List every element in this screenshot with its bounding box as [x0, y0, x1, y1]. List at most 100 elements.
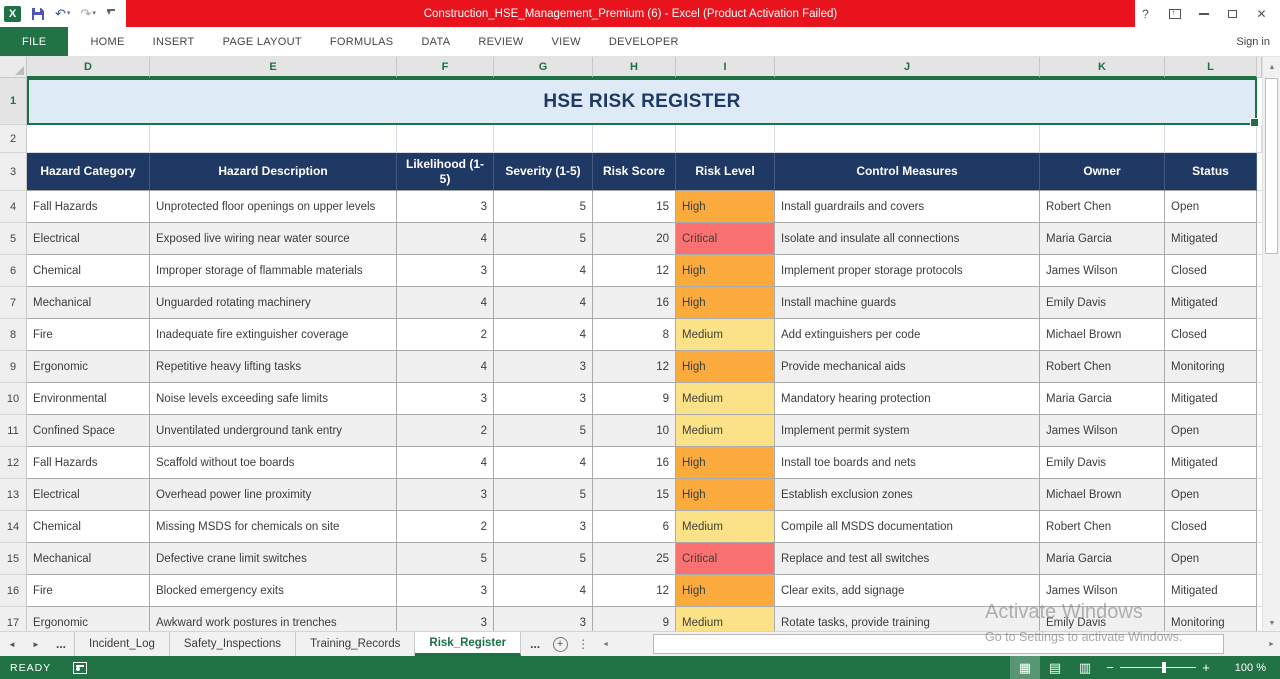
ribbon-tab-review[interactable]: REVIEW — [478, 35, 524, 48]
cell-control-measures[interactable]: Clear exits, add signage — [775, 575, 1040, 607]
cell-likelihood[interactable]: 3 — [397, 255, 494, 287]
restore-icon[interactable] — [1218, 0, 1247, 27]
row-header-12[interactable]: 12 — [0, 447, 27, 479]
cell-control-measures[interactable]: Implement proper storage protocols — [775, 255, 1040, 287]
cell-severity[interactable]: 5 — [494, 415, 593, 447]
sheet-nav-right-icon[interactable]: ► — [32, 639, 40, 649]
row-header-11[interactable]: 11 — [0, 415, 27, 447]
column-header-G[interactable]: G — [494, 57, 593, 78]
zoom-in-icon[interactable]: + — [1202, 660, 1210, 675]
cell-hazard-description[interactable]: Improper storage of flammable materials — [150, 255, 397, 287]
table-header-status[interactable]: Status — [1165, 153, 1257, 191]
cell-severity[interactable]: 3 — [494, 607, 593, 631]
sign-in-link[interactable]: Sign in — [1236, 35, 1270, 48]
scroll-right-icon[interactable]: ► — [1268, 640, 1275, 648]
row-header-13[interactable]: 13 — [0, 479, 27, 511]
cell-risk-level[interactable]: Critical — [676, 223, 775, 255]
cell-hazard-description[interactable]: Repetitive heavy lifting tasks — [150, 351, 397, 383]
table-header-hazard-description[interactable]: Hazard Description — [150, 153, 397, 191]
cell-risk-level[interactable]: Medium — [676, 319, 775, 351]
cell-hazard-description[interactable]: Scaffold without toe boards — [150, 447, 397, 479]
sheet-title-cell[interactable]: HSE RISK REGISTER — [27, 78, 1259, 127]
row-header-2[interactable]: 2 — [0, 125, 27, 153]
macro-record-icon[interactable] — [73, 661, 88, 674]
cell-status[interactable]: Mitigated — [1165, 287, 1257, 319]
cell-likelihood[interactable]: 2 — [397, 319, 494, 351]
row-header-10[interactable]: 10 — [0, 383, 27, 415]
row-header-8[interactable]: 8 — [0, 319, 27, 351]
ribbon-tab-file[interactable]: FILE — [0, 27, 69, 56]
cell-status[interactable]: Closed — [1165, 511, 1257, 543]
row-header-5[interactable]: 5 — [0, 223, 27, 255]
sheet-tab-training_records[interactable]: Training_Records — [296, 632, 416, 656]
empty-cell[interactable] — [593, 125, 676, 153]
ribbon-tab-page-layout[interactable]: PAGE LAYOUT — [222, 35, 302, 48]
zoom-slider[interactable] — [1120, 656, 1196, 679]
column-header-I[interactable]: I — [676, 57, 775, 78]
cell-risk-level[interactable]: High — [676, 255, 775, 287]
cell-control-measures[interactable]: Provide mechanical aids — [775, 351, 1040, 383]
ribbon-tab-data[interactable]: DATA — [421, 35, 451, 48]
row-header-6[interactable]: 6 — [0, 255, 27, 287]
cell-severity[interactable]: 4 — [494, 287, 593, 319]
cell-hazard-description[interactable]: Unventilated underground tank entry — [150, 415, 397, 447]
table-header-risk-score[interactable]: Risk Score — [593, 153, 676, 191]
cell-hazard-category[interactable]: Environmental — [27, 383, 150, 415]
column-header-K[interactable]: K — [1040, 57, 1165, 78]
customize-qat-icon[interactable] — [106, 8, 118, 20]
help-icon[interactable]: ? — [1142, 6, 1149, 21]
redo-icon[interactable]: ↷ ▾ — [80, 6, 96, 21]
cell-likelihood[interactable]: 3 — [397, 479, 494, 511]
cell-hazard-category[interactable]: Fire — [27, 575, 150, 607]
cell-status[interactable]: Open — [1165, 191, 1257, 223]
cell-owner[interactable]: Maria Garcia — [1040, 543, 1165, 575]
cell-status[interactable]: Mitigated — [1165, 447, 1257, 479]
cell-owner[interactable]: Maria Garcia — [1040, 383, 1165, 415]
normal-view-icon[interactable]: ▦ — [1010, 656, 1040, 679]
cell-hazard-category[interactable]: Mechanical — [27, 287, 150, 319]
cell-control-measures[interactable]: Isolate and insulate all connections — [775, 223, 1040, 255]
excel-logo-icon[interactable]: X — [4, 5, 21, 22]
sheet-overflow-left[interactable]: ... — [48, 632, 76, 656]
cell-hazard-description[interactable]: Exposed live wiring near water source — [150, 223, 397, 255]
horizontal-scroll-track[interactable] — [614, 632, 1263, 656]
row-header-1[interactable]: 1 — [0, 78, 27, 125]
ribbon-tab-developer[interactable]: DEVELOPER — [608, 35, 679, 48]
cell-hazard-category[interactable]: Ergonomic — [27, 351, 150, 383]
column-header-F[interactable]: F — [397, 57, 494, 78]
sheet-nav-left-icon[interactable]: ◄ — [8, 639, 16, 649]
cell-control-measures[interactable]: Rotate tasks, provide training — [775, 607, 1040, 631]
cell-status[interactable]: Closed — [1165, 319, 1257, 351]
cell-risk-score[interactable]: 9 — [593, 607, 676, 631]
cell-owner[interactable]: James Wilson — [1040, 575, 1165, 607]
cell-status[interactable]: Open — [1165, 543, 1257, 575]
cell-likelihood[interactable]: 4 — [397, 287, 494, 319]
cell-owner[interactable]: Robert Chen — [1040, 511, 1165, 543]
cell-risk-score[interactable]: 6 — [593, 511, 676, 543]
cell-owner[interactable]: James Wilson — [1040, 255, 1165, 287]
empty-cell[interactable] — [27, 125, 150, 153]
cell-hazard-description[interactable]: Overhead power line proximity — [150, 479, 397, 511]
cell-control-measures[interactable]: Install toe boards and nets — [775, 447, 1040, 479]
cell-hazard-category[interactable]: Mechanical — [27, 543, 150, 575]
cell-owner[interactable]: Michael Brown — [1040, 479, 1165, 511]
cell-risk-level[interactable]: High — [676, 287, 775, 319]
close-icon[interactable]: ✕ — [1256, 6, 1267, 21]
cell-likelihood[interactable]: 4 — [397, 223, 494, 255]
cell-likelihood[interactable]: 4 — [397, 447, 494, 479]
column-header-J[interactable]: J — [775, 57, 1040, 78]
cell-risk-level[interactable]: High — [676, 351, 775, 383]
cell-risk-level[interactable]: Medium — [676, 511, 775, 543]
cell-owner[interactable]: Emily Davis — [1040, 447, 1165, 479]
minimize-icon[interactable] — [1189, 0, 1218, 27]
cell-hazard-description[interactable]: Awkward work postures in trenches — [150, 607, 397, 631]
cell-severity[interactable]: 4 — [494, 319, 593, 351]
cell-status[interactable]: Mitigated — [1165, 575, 1257, 607]
cell-control-measures[interactable]: Install guardrails and covers — [775, 191, 1040, 223]
new-sheet-button[interactable]: + — [549, 632, 571, 656]
save-icon[interactable] — [31, 7, 45, 21]
undo-icon[interactable]: ↶ ▾ — [55, 6, 71, 21]
cell-hazard-description[interactable]: Unguarded rotating machinery — [150, 287, 397, 319]
cell-control-measures[interactable]: Replace and test all switches — [775, 543, 1040, 575]
cell-status[interactable]: Monitoring — [1165, 607, 1257, 631]
